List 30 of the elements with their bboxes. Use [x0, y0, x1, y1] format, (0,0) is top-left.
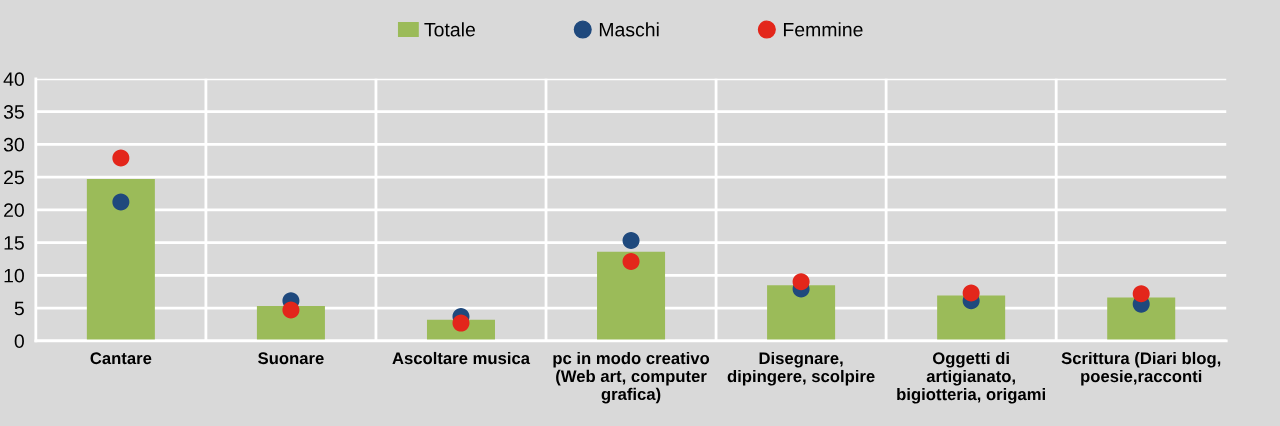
x-tick-label: Disegnare, dipingere, scolpire — [727, 351, 875, 386]
y-tick-label: 15 — [4, 236, 24, 250]
y-tick-label: 40 — [3, 72, 24, 87]
y-tick-label: 10 — [4, 268, 24, 283]
point — [622, 232, 640, 250]
point — [962, 284, 980, 302]
y-tick-label: 25 — [4, 170, 24, 185]
x-tick-label: Suonare — [258, 352, 324, 365]
bar — [597, 251, 666, 341]
y-tick-label: 5 — [14, 301, 24, 316]
legend-label: Femmine — [783, 22, 863, 37]
point — [282, 301, 300, 319]
bar — [767, 285, 836, 341]
legend-label: Maschi — [599, 22, 659, 37]
x-tick-label: Scrittura (Diari blog, poesie,racconti — [1061, 351, 1221, 386]
bar — [86, 179, 155, 341]
x-tick-label: pc in modo creativo (Web art, computer grafica) — [553, 351, 710, 404]
point — [112, 193, 130, 211]
legend-label: Totale — [424, 22, 475, 37]
y-tick-label: 35 — [3, 105, 24, 119]
point — [112, 149, 130, 167]
x-tick-label: Oggetti di artigianato, bigiotteria, origami — [897, 351, 1045, 404]
point — [792, 273, 810, 291]
x-tick-label: Cantare — [90, 352, 152, 365]
point — [1132, 285, 1150, 303]
y-tick-label: 20 — [4, 203, 24, 218]
x-tick-label: Ascoltare musica — [392, 351, 531, 365]
y-tick-label: 0 — [14, 334, 24, 349]
point — [622, 253, 640, 271]
y-tick-label: 30 — [3, 137, 24, 152]
